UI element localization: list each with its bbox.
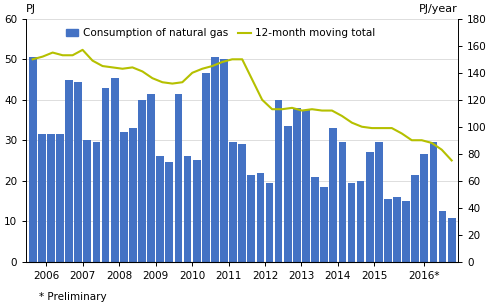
Bar (193, 161, 200, 261)
Bar (375, 142, 382, 261)
Bar (256, 173, 264, 261)
Bar (129, 128, 137, 261)
Bar (448, 218, 456, 261)
Bar (266, 183, 273, 261)
Bar (438, 211, 446, 261)
Text: PJ/year: PJ/year (419, 4, 458, 14)
Bar (293, 108, 300, 261)
Bar (147, 94, 155, 261)
Bar (220, 59, 228, 261)
Bar (275, 100, 282, 261)
Bar (111, 78, 118, 261)
Legend: Consumption of natural gas, 12-month moving total: Consumption of natural gas, 12-month mov… (62, 24, 380, 42)
Bar (156, 156, 164, 261)
Bar (65, 79, 73, 261)
Text: * Preliminary: * Preliminary (39, 292, 107, 302)
Bar (320, 187, 328, 261)
Bar (384, 199, 392, 261)
Bar (402, 201, 410, 261)
Bar (366, 152, 374, 261)
Bar (120, 132, 128, 261)
Bar (211, 57, 218, 261)
Bar (38, 134, 46, 261)
Bar (411, 175, 419, 261)
Bar (56, 134, 64, 261)
Bar (393, 197, 401, 261)
Bar (329, 128, 337, 261)
Bar (311, 177, 319, 261)
Bar (202, 73, 210, 261)
Bar (175, 94, 182, 261)
Bar (29, 57, 36, 261)
Bar (165, 162, 173, 261)
Bar (138, 100, 146, 261)
Bar (184, 156, 191, 261)
Bar (430, 142, 437, 261)
Bar (284, 126, 292, 261)
Bar (83, 140, 91, 261)
Bar (247, 175, 255, 261)
Bar (420, 155, 428, 261)
Bar (74, 82, 82, 261)
Bar (348, 183, 355, 261)
Bar (238, 144, 246, 261)
Bar (302, 110, 310, 261)
Bar (93, 142, 100, 261)
Bar (357, 181, 364, 261)
Bar (338, 142, 346, 261)
Bar (229, 142, 237, 261)
Bar (102, 88, 109, 261)
Bar (47, 134, 55, 261)
Text: PJ: PJ (27, 4, 36, 14)
